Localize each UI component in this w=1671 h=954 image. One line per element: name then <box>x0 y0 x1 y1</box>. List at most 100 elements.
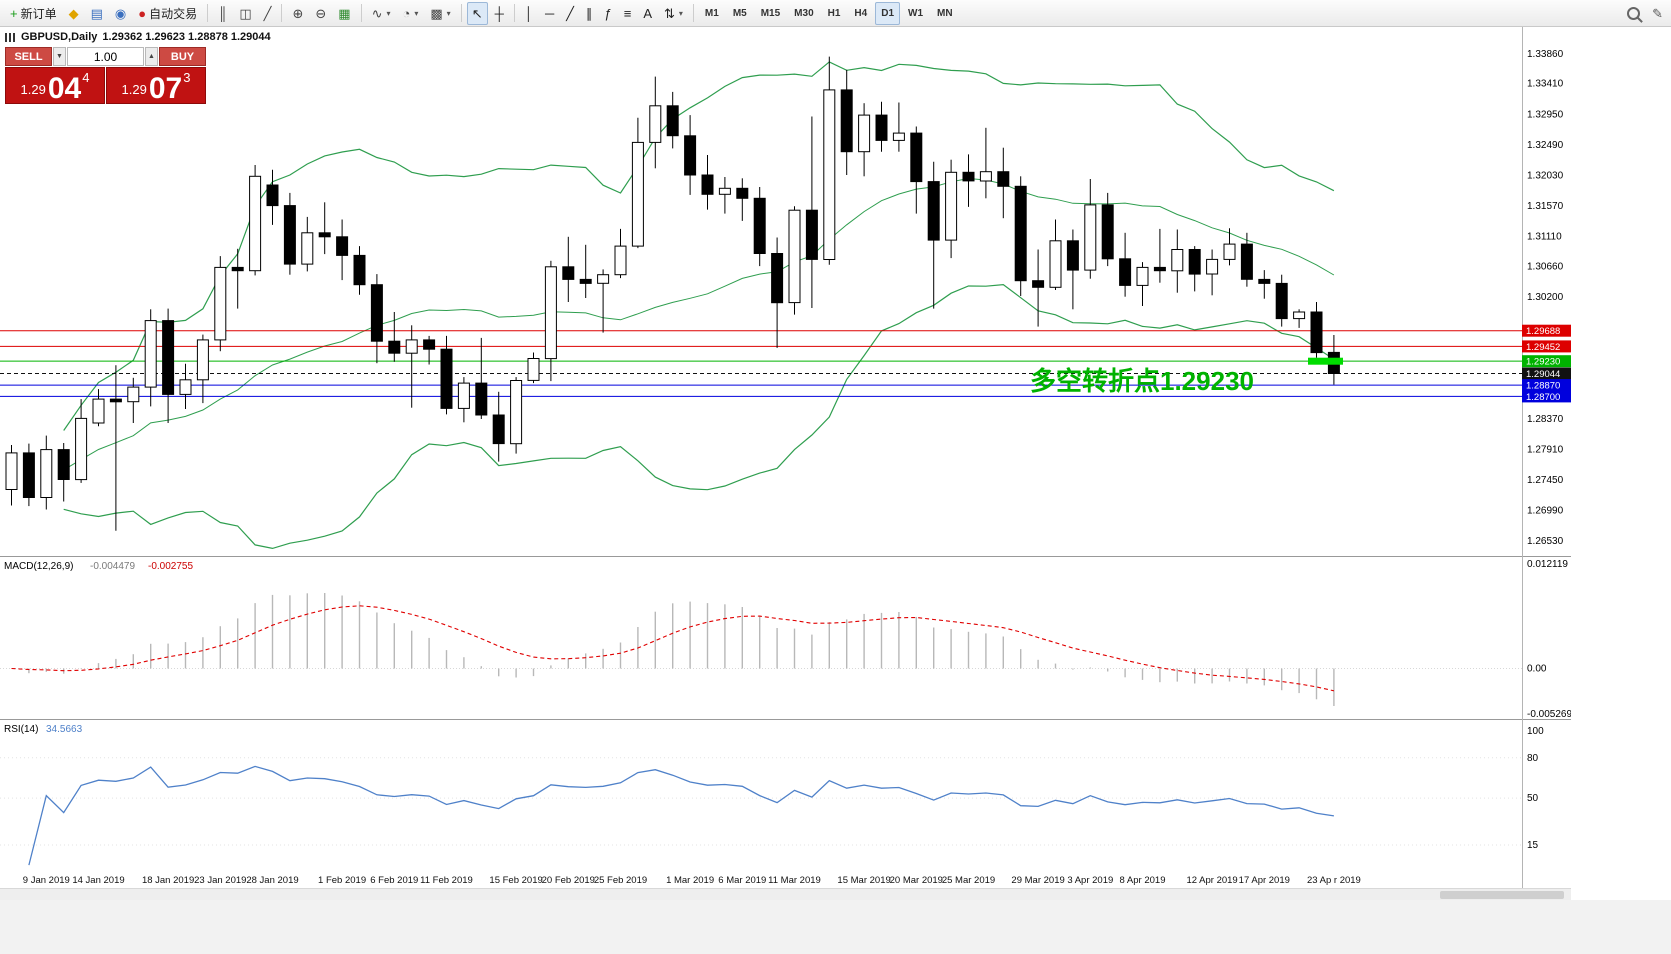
toolbar-separator <box>460 4 462 22</box>
volume-increase-button[interactable]: ▲ <box>145 47 158 66</box>
text-button[interactable]: A <box>638 2 657 25</box>
candle-body <box>962 171 975 182</box>
candle-body <box>440 348 453 409</box>
search-icon[interactable] <box>1627 7 1641 20</box>
volume-decrease-button[interactable]: ▼ <box>53 47 66 66</box>
cursor-button[interactable]: ↖ <box>466 1 488 25</box>
timeframe-m1-button[interactable]: M1 <box>699 2 725 25</box>
candlestick-button[interactable]: ◫ <box>234 2 256 25</box>
autotrading-button[interactable]: ● 自动交易 <box>133 2 202 25</box>
buy-button[interactable]: BUY <box>159 47 206 66</box>
price-tag-text: 1.29688 <box>1526 326 1560 337</box>
price-tag-text: 1.29452 <box>1526 342 1560 353</box>
pencil-icon[interactable]: ✎ <box>1652 5 1663 21</box>
fibonacci-button[interactable]: ƒ <box>599 2 616 25</box>
horizontal-line-button[interactable]: ─ <box>540 2 559 25</box>
candle-body <box>527 358 540 381</box>
new-chart-button[interactable]: ◆ <box>64 2 84 25</box>
candle-body <box>1101 204 1114 260</box>
buy-price-pips: 07 <box>148 71 183 105</box>
price-axis-label: 1.33410 <box>1527 79 1564 90</box>
rsi-axis-label: 80 <box>1527 753 1539 764</box>
turning-point-marker[interactable] <box>1308 357 1343 365</box>
timeframe-h4-button[interactable]: H4 <box>848 2 873 25</box>
buy-price-button[interactable]: 1.29 07 3 <box>106 67 206 104</box>
date-label: 25 Mar 2019 <box>942 875 995 886</box>
price-tag-1.28700: 1.28700 <box>1522 390 1571 403</box>
new-chart-icon: ◆ <box>68 5 79 21</box>
toolbar-separator <box>281 4 283 22</box>
sell-button[interactable]: SELL <box>5 47 52 66</box>
chart-canvas[interactable]: 1.33860 1.33410 1.32950 1.32490 1.32030 1.315… <box>0 27 1571 888</box>
new-order-button[interactable]: + 新订单 <box>5 2 62 25</box>
template-icon: ▩ <box>430 5 443 21</box>
price-axis-label: 1.30660 <box>1527 262 1564 273</box>
candle-body <box>562 266 575 280</box>
candle-body <box>1032 280 1045 288</box>
candle-body <box>1066 240 1079 271</box>
horizontal-scrollbar-thumb[interactable] <box>1440 891 1564 899</box>
timeframe-m5-button[interactable]: M5 <box>727 2 753 25</box>
profiles-button[interactable]: ▤ <box>86 2 108 25</box>
date-label: 1 Mar 2019 <box>666 875 714 886</box>
candle-body <box>1188 249 1201 275</box>
arrows-button[interactable]: ⇅ ▾ <box>659 2 688 25</box>
candle-body <box>405 339 418 354</box>
macd-axis-label: -0.005269 <box>1527 709 1571 720</box>
channel-button[interactable]: ∥ <box>581 2 598 25</box>
tile-windows-button[interactable]: ▦ <box>333 2 355 25</box>
candle-body <box>945 171 958 241</box>
price-tag-1.29230: 1.29230 <box>1522 355 1571 368</box>
price-tag-text: 1.29230 <box>1526 357 1560 368</box>
new-order-button-label: 新订单 <box>20 6 57 21</box>
periods-button[interactable]: ◔ ▾ <box>398 2 424 25</box>
horizontal-line-icon: ─ <box>544 5 555 21</box>
turning-point-annotation[interactable]: 多空转折点1.29230 <box>1030 366 1254 396</box>
timeframe-mn-button[interactable]: MN <box>931 2 959 25</box>
candle-body <box>336 236 349 256</box>
bar-chart-button[interactable]: ║ <box>213 2 232 25</box>
horizontal-scrollbar[interactable] <box>0 888 1571 900</box>
indicators-button[interactable]: ∿ ▾ <box>367 2 396 25</box>
zoom-in-button[interactable]: ⊕ <box>287 2 308 25</box>
candle-body <box>231 266 244 272</box>
price-axis-label: 1.27450 <box>1527 475 1564 486</box>
trendline-button[interactable]: ╱ <box>561 2 579 25</box>
price-axis-label: 1.31570 <box>1527 201 1564 212</box>
dropdown-arrow-icon: ▾ <box>446 8 451 18</box>
timeframe-m15-button[interactable]: M15 <box>755 2 786 25</box>
timeframe-d1-button[interactable]: D1 <box>875 1 901 25</box>
timeframe-m30-button[interactable]: M30 <box>788 2 819 25</box>
timeframe-w1-button[interactable]: W1 <box>902 2 929 25</box>
chart-title: GBPUSD,Daily 1.29362 1.29623 1.28878 1.2… <box>5 31 271 43</box>
price-axis-label: 1.30200 <box>1527 292 1564 303</box>
sell-price-button[interactable]: 1.29 04 4 <box>5 67 105 104</box>
alerts-button[interactable]: ◉ <box>110 2 131 25</box>
timeframe-h1-button[interactable]: H1 <box>822 2 847 25</box>
line-chart-button[interactable]: ╱ <box>259 2 277 25</box>
indicators-icon: ∿ <box>371 5 383 21</box>
toolbar-separator <box>207 4 209 22</box>
candle-body <box>753 197 766 255</box>
price-axis[interactable]: 1.33860 1.33410 1.32950 1.32490 1.32030 1.315… <box>1527 49 1564 547</box>
vertical-line-button[interactable]: │ <box>520 2 538 25</box>
price-tag-text: 1.29044 <box>1526 369 1560 380</box>
fibo-levels-button[interactable]: ≡ <box>619 2 637 25</box>
time-axis[interactable]: 9 Jan 2019 14 Jan 2019 18 Jan 2019 23 Jan 2… <box>23 875 1361 886</box>
candle-body <box>544 266 557 360</box>
crosshair-button[interactable]: ┼ <box>490 2 509 25</box>
candle-body <box>457 382 470 409</box>
zoom-out-button[interactable]: ⊖ <box>310 2 331 25</box>
candle-body <box>1014 185 1027 282</box>
candle-body <box>475 382 488 416</box>
window-bottom-area <box>0 900 1671 954</box>
volume-input[interactable] <box>67 47 144 66</box>
line-chart-icon: ╱ <box>263 5 272 21</box>
candle-body <box>788 209 801 304</box>
toolbar-search-area: ✎ <box>1627 0 1663 27</box>
chart-window-icon <box>5 32 16 42</box>
date-label: 18 Jan 2019 <box>142 875 194 886</box>
candle-body <box>214 266 227 341</box>
candle-body <box>1293 311 1306 320</box>
templates-button[interactable]: ▩ ▾ <box>425 2 455 25</box>
